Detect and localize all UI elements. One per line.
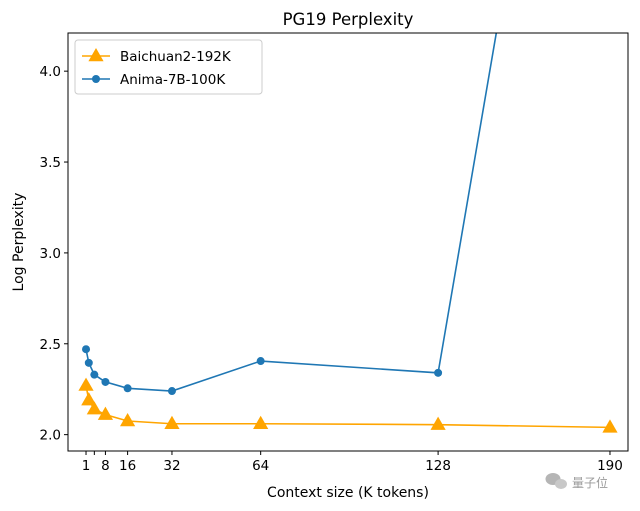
x-tick-label: 32 <box>163 458 180 474</box>
y-tick-label: 3.0 <box>40 246 61 262</box>
x-axis-title: Context size (K tokens) <box>267 485 429 501</box>
legend-box <box>74 39 263 95</box>
data-point <box>495 13 503 21</box>
data-point <box>81 392 97 406</box>
data-point <box>86 401 102 415</box>
wechat-icon <box>545 473 567 489</box>
plot-frame <box>67 32 629 452</box>
data-point <box>84 358 93 367</box>
y-tick-label: 3.5 <box>40 155 61 171</box>
legend-item-anima-7b-100k: Anima-7B-100K <box>82 72 226 88</box>
legend-marker <box>92 75 100 83</box>
data-point <box>167 387 176 396</box>
y-axis-title: Log Perplexity <box>11 193 27 292</box>
chart-title: PG19 Perplexity <box>283 10 414 29</box>
data-point <box>82 345 91 354</box>
data-point <box>256 357 265 366</box>
data-point <box>164 415 180 429</box>
x-tick-label: 190 <box>597 458 623 474</box>
x-tick-label: 128 <box>425 458 451 474</box>
legend-marker <box>88 48 104 62</box>
legend-label: Baichuan2-192K <box>120 49 232 65</box>
legend: Baichuan2-192K Anima-7B-100K <box>74 39 263 95</box>
series-line-baichuan2-192k <box>85 385 610 429</box>
watermark-text: 量子位 <box>572 475 608 490</box>
y-tick-label: 2.5 <box>40 337 61 353</box>
data-point <box>602 419 618 433</box>
y-tick-label: 4.0 <box>40 64 61 80</box>
data-point <box>430 416 446 430</box>
data-point <box>120 413 136 427</box>
data-point <box>97 406 114 420</box>
x-tick-label: 8 <box>101 458 110 474</box>
data-point <box>123 384 132 393</box>
data-point <box>90 370 99 379</box>
data-point <box>434 368 443 377</box>
legend-label: Anima-7B-100K <box>120 72 226 88</box>
x-tick-label: 1 <box>82 458 91 474</box>
series-baichuan2-192k <box>78 377 618 433</box>
data-point <box>253 415 269 429</box>
x-tick-label: 16 <box>119 458 136 474</box>
watermark: 量子位 <box>545 473 608 490</box>
y-tick-label: 2.0 <box>40 428 61 444</box>
data-point <box>101 377 110 386</box>
legend-item-baichuan2-192k: Baichuan2-192K <box>82 48 232 65</box>
data-point <box>78 377 94 391</box>
series-anima-7b-100k <box>82 13 503 396</box>
x-tick-label: 64 <box>252 458 269 474</box>
